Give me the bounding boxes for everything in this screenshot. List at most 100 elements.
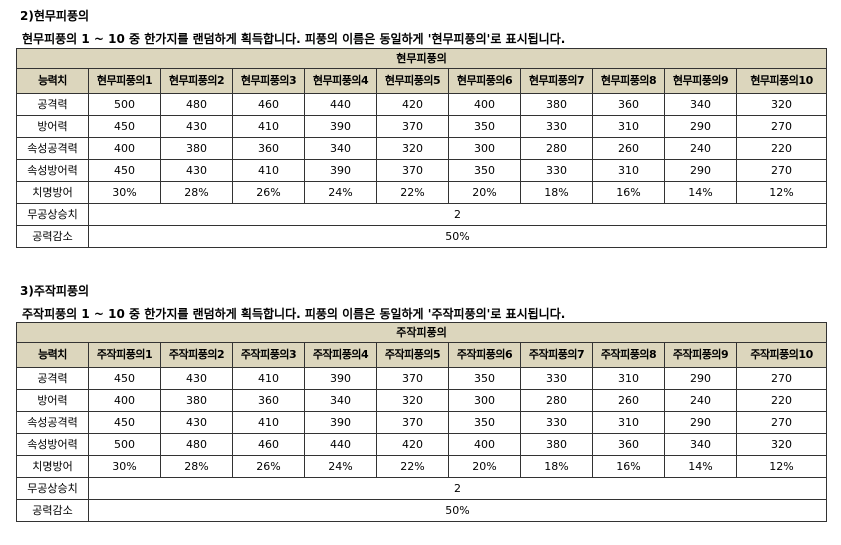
table-cell: 330 <box>520 115 593 138</box>
column-header: 현무피풍의10 <box>735 68 828 94</box>
table-row: 공력감소 50% <box>16 499 828 522</box>
table-row: 속성공격력 400 380 360 340 320 300 280 260 240 220 <box>16 137 828 160</box>
table-cell: 420 <box>376 433 449 456</box>
table-cell: 290 <box>664 367 737 390</box>
table-cell: 450 <box>88 411 161 434</box>
row-label: 속성공격력 <box>16 411 89 434</box>
table-cell: 360 <box>592 93 665 116</box>
table-cell: 410 <box>232 411 305 434</box>
column-header: 능력치 <box>16 68 89 94</box>
table-row: 무공상승치 2 <box>16 477 828 500</box>
table-cell: 430 <box>160 159 233 182</box>
row-label: 공력감소 <box>16 499 89 522</box>
merged-cell: 2 <box>87 203 828 226</box>
table-row: 공격력 500 480 460 440 420 400 380 360 340 320 <box>16 93 828 116</box>
table-title: 현무피풍의 <box>15 48 828 69</box>
table-cell: 290 <box>664 115 737 138</box>
column-header: 주작피풍의2 <box>160 342 233 368</box>
column-header: 현무피풍의6 <box>448 68 521 94</box>
row-label: 치명방어 <box>16 455 89 478</box>
row-label: 방어력 <box>16 389 89 412</box>
table-cell: 330 <box>520 159 593 182</box>
table-row: 치명방어 30% 28% 26% 24% 22% 20% 18% 16% 14% 12% <box>16 181 828 204</box>
column-header: 현무피풍의4 <box>304 68 377 94</box>
table-cell: 500 <box>88 433 161 456</box>
column-header: 능력치 <box>16 342 89 368</box>
table-cell: 300 <box>448 137 521 160</box>
table-cell: 310 <box>592 159 665 182</box>
table-cell: 380 <box>160 389 233 412</box>
section-description: 주작피풍의 1 ~ 10 중 한가지를 랜덤하게 획득합니다. 피풍의 이름은 … <box>22 307 566 321</box>
table-cell: 400 <box>448 93 521 116</box>
table-cell: 28% <box>160 181 233 204</box>
table-cell: 410 <box>232 115 305 138</box>
table-cell: 28% <box>160 455 233 478</box>
table-cell: 430 <box>160 115 233 138</box>
table-cell: 280 <box>520 389 593 412</box>
table-cell: 340 <box>304 389 377 412</box>
table-cell: 16% <box>592 455 665 478</box>
table-cell: 240 <box>664 389 737 412</box>
row-label: 방어력 <box>16 115 89 138</box>
table-cell: 320 <box>376 389 449 412</box>
table-row: 치명방어 30% 28% 26% 24% 22% 20% 18% 16% 14% 12% <box>16 455 828 478</box>
table-cell: 480 <box>160 433 233 456</box>
column-header: 주작피풍의8 <box>592 342 665 368</box>
column-header: 주작피풍의3 <box>232 342 305 368</box>
table-cell: 22% <box>376 455 449 478</box>
table-cell: 400 <box>448 433 521 456</box>
table-cell: 390 <box>304 115 377 138</box>
table-cell: 400 <box>88 137 161 160</box>
table-row: 무공상승치 2 <box>16 203 828 226</box>
table-cell: 350 <box>448 411 521 434</box>
row-label: 무공상승치 <box>16 477 89 500</box>
merged-cell: 50% <box>87 225 828 248</box>
column-header: 현무피풍의7 <box>520 68 593 94</box>
table-cell: 330 <box>520 411 593 434</box>
table-cell: 270 <box>735 115 828 138</box>
table-row: 방어력 450 430 410 390 370 350 330 310 290 270 <box>16 115 828 138</box>
table-cell: 270 <box>735 159 828 182</box>
table-cell: 320 <box>376 137 449 160</box>
table-cell: 430 <box>160 367 233 390</box>
table-cell: 380 <box>520 93 593 116</box>
table-cell: 340 <box>304 137 377 160</box>
table-row: 속성공격력 450 430 410 390 370 350 330 310 290 270 <box>16 411 828 434</box>
column-header: 주작피풍의7 <box>520 342 593 368</box>
table-cell: 16% <box>592 181 665 204</box>
table-cell: 380 <box>160 137 233 160</box>
row-label: 속성방어력 <box>16 159 89 182</box>
table-cell: 310 <box>592 411 665 434</box>
table-cell: 340 <box>664 433 737 456</box>
table-cell: 270 <box>735 367 828 390</box>
column-header: 주작피풍의4 <box>304 342 377 368</box>
table-cell: 290 <box>664 411 737 434</box>
column-header: 현무피풍의3 <box>232 68 305 94</box>
table-cell: 26% <box>232 455 305 478</box>
table-cell: 360 <box>592 433 665 456</box>
table-cell: 12% <box>735 181 828 204</box>
section-description: 현무피풍의 1 ~ 10 중 한가지를 랜덤하게 획득합니다. 피풍의 이름은 … <box>22 32 566 46</box>
table-cell: 410 <box>232 367 305 390</box>
table-cell: 20% <box>448 181 521 204</box>
table-cell: 360 <box>232 137 305 160</box>
row-label: 속성공격력 <box>16 137 89 160</box>
table-row: 공격력 450 430 410 390 370 350 330 310 290 270 <box>16 367 828 390</box>
row-label: 공력감소 <box>16 225 89 248</box>
table-cell: 24% <box>304 181 377 204</box>
table-cell: 390 <box>304 159 377 182</box>
table-row: 방어력 400 380 360 340 320 300 280 260 240 220 <box>16 389 828 412</box>
table-cell: 14% <box>664 181 737 204</box>
table-cell: 350 <box>448 367 521 390</box>
column-header: 현무피풍의2 <box>160 68 233 94</box>
table-cell: 310 <box>592 115 665 138</box>
row-label: 공격력 <box>16 93 89 116</box>
table-cell: 440 <box>304 93 377 116</box>
table-cell: 30% <box>88 181 161 204</box>
table-cell: 350 <box>448 159 521 182</box>
table-cell: 450 <box>88 159 161 182</box>
table-row: 속성방어력 450 430 410 390 370 350 330 310 290 270 <box>16 159 828 182</box>
column-header: 주작피풍의9 <box>664 342 737 368</box>
table-cell: 460 <box>232 93 305 116</box>
table-cell: 350 <box>448 115 521 138</box>
